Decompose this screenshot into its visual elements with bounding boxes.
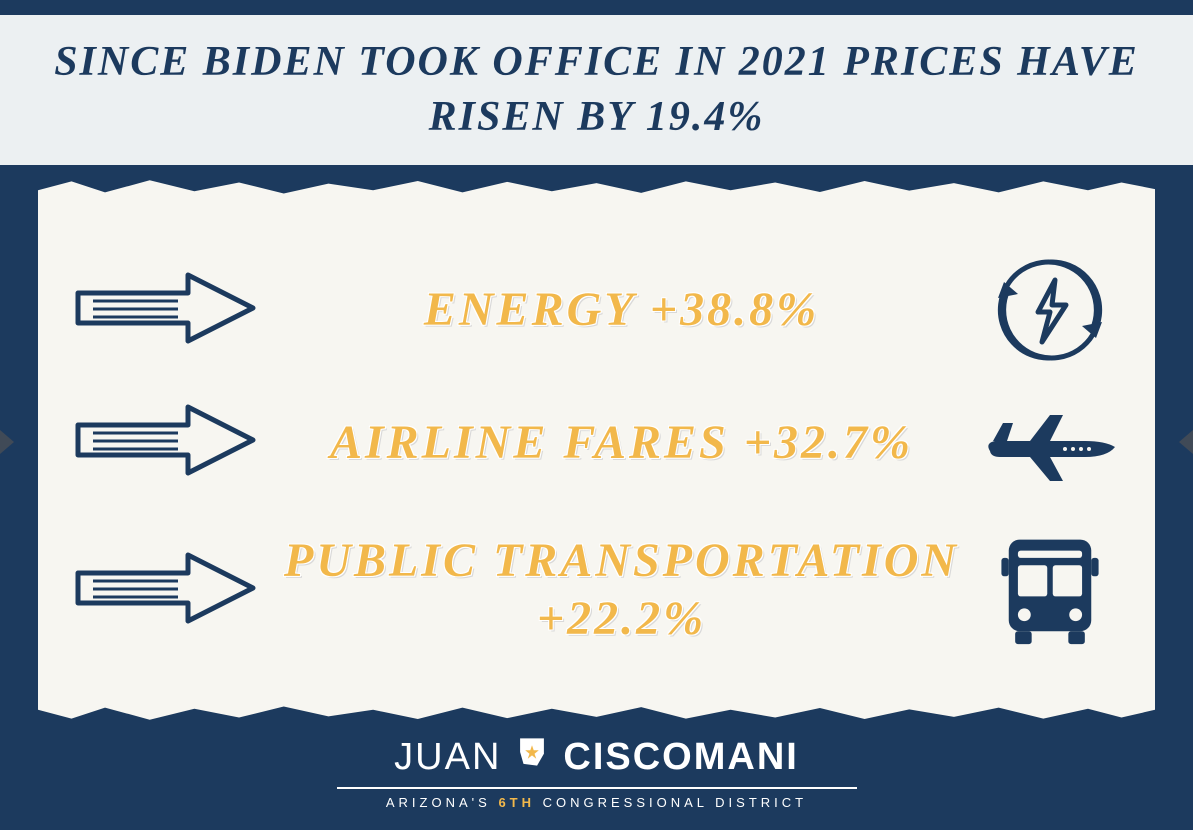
- footer-sub-prefix: ARIZONA'S: [386, 795, 499, 810]
- stat-row-airline: AIRLINE FARES +32.7%: [38, 395, 1155, 490]
- carousel-next-icon[interactable]: [1179, 430, 1193, 454]
- footer-sub-hl: 6TH: [498, 795, 535, 810]
- footer-divider: [337, 787, 857, 789]
- stat-row-transit: PUBLIC TRANSPORTATION +22.2%: [38, 530, 1155, 650]
- footer-subtitle: ARIZONA'S 6TH CONGRESSIONAL DISTRICT: [0, 795, 1193, 810]
- bus-icon: [975, 530, 1125, 650]
- arizona-badge-icon: [515, 735, 549, 779]
- footer-first: JUAN: [394, 736, 501, 779]
- arrow-icon: [68, 263, 268, 358]
- carousel-prev-icon[interactable]: [0, 430, 14, 454]
- paper-panel: ENERGY +38.8% AIRLINE FARES +32.7%: [38, 195, 1155, 705]
- footer-last: CISCOMANI: [563, 736, 798, 779]
- stat-energy: ENERGY +38.8%: [268, 281, 975, 339]
- arrow-icon: [68, 543, 268, 638]
- headline: SINCE BIDEN TOOK OFFICE IN 2021 PRICES H…: [30, 35, 1163, 144]
- footer-brand: JUAN CISCOMANI ARIZONA'S 6TH CONGRESSION…: [0, 735, 1193, 810]
- stat-airline: AIRLINE FARES +32.7%: [268, 414, 975, 472]
- stat-transit: PUBLIC TRANSPORTATION +22.2%: [268, 532, 975, 647]
- energy-icon: [975, 250, 1125, 370]
- header-band: SINCE BIDEN TOOK OFFICE IN 2021 PRICES H…: [0, 15, 1193, 165]
- airplane-icon: [975, 403, 1125, 483]
- arrow-icon: [68, 395, 268, 490]
- footer-name: JUAN CISCOMANI: [0, 735, 1193, 779]
- footer-sub-suffix: CONGRESSIONAL DISTRICT: [535, 795, 807, 810]
- stat-row-energy: ENERGY +38.8%: [38, 250, 1155, 370]
